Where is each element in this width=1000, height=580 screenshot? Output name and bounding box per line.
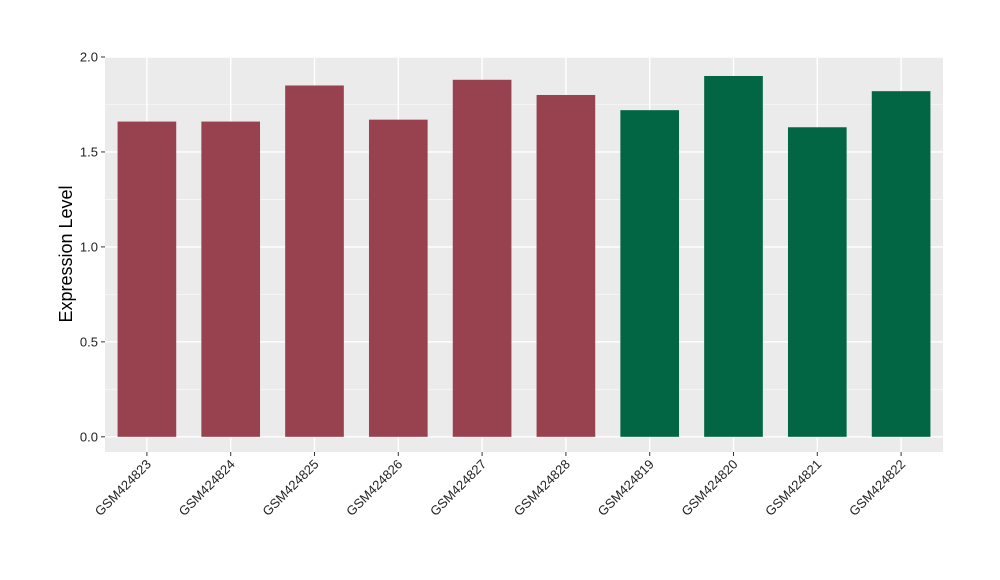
x-axis: GSM424823 GSM424824 GSM424825 GSM424826 GSM4… — [92, 452, 908, 519]
x-tick-label: GSM424821 — [762, 457, 824, 519]
bar-GSM424823 — [117, 121, 177, 437]
bar-GSM424826 — [368, 119, 428, 437]
x-tick-label: GSM424819 — [595, 457, 657, 519]
bar-GSM424825 — [285, 85, 344, 437]
x-tick-label: GSM424827 — [427, 457, 489, 519]
x-tick-label: GSM424824 — [176, 457, 238, 519]
y-tick-label: 0.0 — [80, 429, 98, 444]
bars — [117, 75, 931, 437]
y-tick-label: 0.5 — [80, 334, 98, 349]
x-tick-label: GSM424822 — [846, 457, 908, 519]
bar-GSM424828 — [536, 94, 596, 437]
bar-GSM424820 — [704, 75, 763, 437]
bar-GSM424827 — [452, 79, 512, 437]
x-tick-label: GSM424820 — [678, 457, 740, 519]
x-tick-label: GSM424823 — [92, 457, 154, 519]
bar-GSM424824 — [201, 121, 261, 437]
x-tick-label: GSM424825 — [259, 457, 321, 519]
bar-GSM424819 — [620, 110, 680, 437]
bar-GSM424822 — [871, 91, 931, 437]
y-axis: 0.0 0.5 1.0 1.5 2.0 — [80, 50, 105, 444]
y-axis-title: Expression Level — [56, 185, 76, 322]
y-tick-label: 2.0 — [80, 50, 98, 65]
bar-GSM424821 — [787, 127, 847, 437]
y-tick-label: 1.0 — [80, 239, 98, 254]
x-tick-label: GSM424828 — [511, 457, 573, 519]
x-tick-label: GSM424826 — [343, 457, 405, 519]
y-tick-label: 1.5 — [80, 144, 98, 159]
